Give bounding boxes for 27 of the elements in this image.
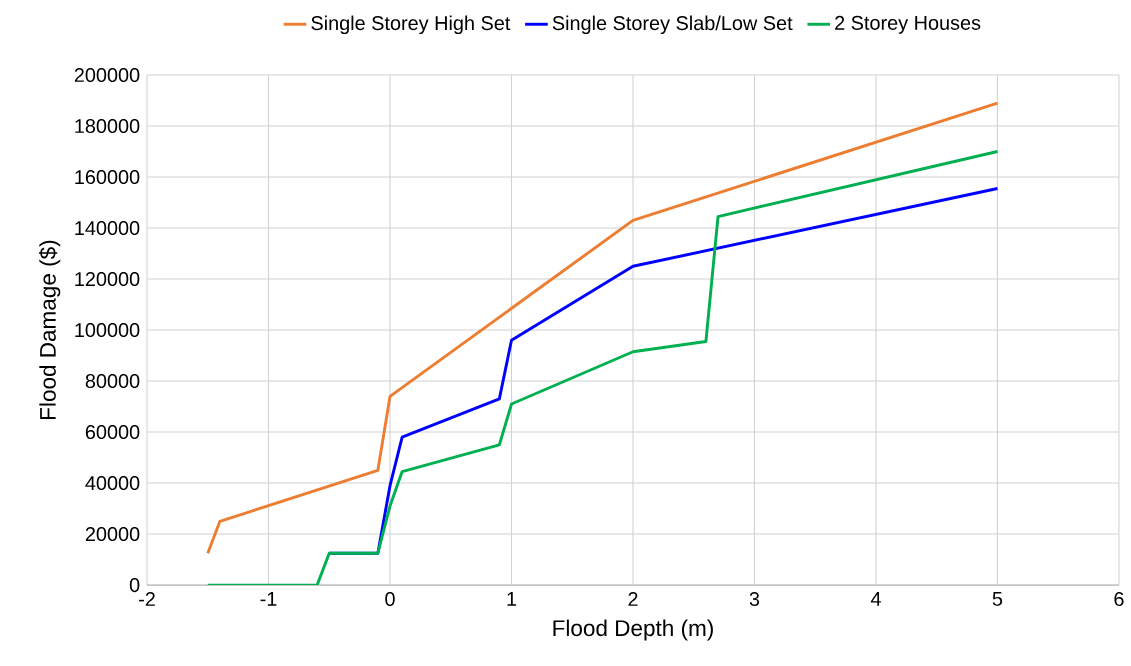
- x-tick-label: 2: [628, 591, 638, 606]
- y-tick-label: 0: [129, 577, 140, 593]
- x-tick-label: 4: [870, 591, 881, 606]
- x-tick-label: 6: [1114, 591, 1124, 606]
- x-axis-title: Flood Depth (m): [553, 619, 713, 641]
- legend-label: 2 Storey Houses: [835, 15, 981, 34]
- x-tick-label: 0: [385, 591, 395, 606]
- x-tick-label: -2: [139, 591, 155, 606]
- y-tick-label: 160000: [75, 169, 140, 184]
- y-tick-label: 120000: [75, 271, 140, 286]
- line-series: [206, 149, 999, 586]
- line-series: [206, 101, 999, 555]
- y-axis-title: Flood Damage ($): [38, 240, 61, 419]
- y-tick-label: 80000: [85, 373, 140, 389]
- legend-label: Single Storey High Set: [311, 15, 511, 34]
- x-tick-label: 3: [749, 591, 760, 606]
- x-tick-label: 5: [992, 591, 1003, 606]
- x-tick-label: -1: [260, 591, 277, 606]
- y-tick-label: 200000: [74, 67, 140, 82]
- y-tick-label: 20000: [85, 526, 140, 542]
- y-tick-label: 100000: [75, 322, 140, 338]
- x-tick-label: 1: [507, 591, 517, 606]
- y-tick-label: 140000: [75, 220, 140, 235]
- y-tick-label: 60000: [85, 424, 140, 440]
- y-tick-label: 40000: [85, 475, 140, 491]
- legend-label: Single Storey Slab/Low Set: [552, 15, 793, 34]
- y-tick-label: 180000: [75, 118, 140, 133]
